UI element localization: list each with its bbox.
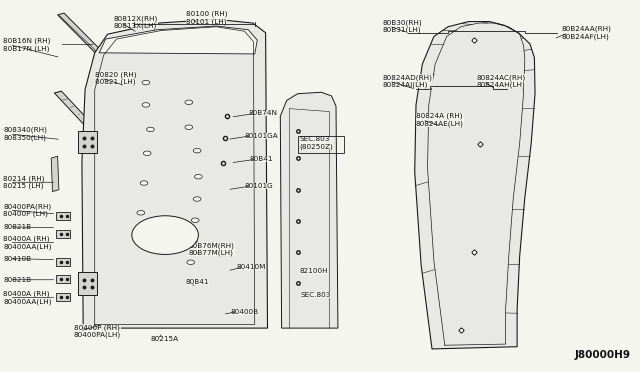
Text: 80400A (RH)
80400AA(LH): 80400A (RH) 80400AA(LH)	[3, 235, 52, 250]
Circle shape	[142, 80, 150, 85]
Bar	[56, 293, 70, 301]
Circle shape	[185, 100, 193, 105]
Text: 80410B: 80410B	[3, 256, 31, 262]
Circle shape	[185, 125, 193, 129]
Circle shape	[132, 216, 198, 254]
Circle shape	[140, 181, 148, 185]
Polygon shape	[58, 13, 112, 63]
Text: 80410M: 80410M	[237, 264, 266, 270]
Text: 80812X(RH)
80813X(LH): 80812X(RH) 80813X(LH)	[114, 15, 158, 29]
Text: 80101G: 80101G	[244, 183, 273, 189]
Text: SEC.803
(80250Z): SEC.803 (80250Z)	[300, 137, 333, 150]
Bar	[78, 272, 97, 295]
Polygon shape	[54, 91, 110, 145]
Text: 80B41: 80B41	[186, 279, 209, 285]
Text: 80821B: 80821B	[3, 224, 31, 230]
Bar	[56, 275, 70, 283]
Bar	[56, 212, 70, 220]
Text: 80824AD(RH)
80824AJ(LH): 80824AD(RH) 80824AJ(LH)	[383, 74, 433, 88]
Text: 80824AC(RH)
80824AH(LH): 80824AC(RH) 80824AH(LH)	[477, 74, 526, 88]
Circle shape	[193, 197, 201, 201]
Text: 80820 (RH)
80821 (LH): 80820 (RH) 80821 (LH)	[95, 71, 136, 85]
Circle shape	[189, 239, 197, 243]
Text: 80101GA: 80101GA	[244, 133, 278, 139]
Text: 80400PA(RH)
80400P (LH): 80400PA(RH) 80400P (LH)	[3, 203, 51, 217]
Text: 80400P (RH)
80400PA(LH): 80400P (RH) 80400PA(LH)	[74, 324, 121, 338]
Polygon shape	[51, 156, 59, 192]
Text: 80B30(RH)
80B31(LH): 80B30(RH) 80B31(LH)	[383, 19, 422, 33]
Text: 80152(RH)
80153(LH): 80152(RH) 80153(LH)	[140, 38, 179, 52]
Bar	[56, 258, 70, 266]
Circle shape	[143, 151, 151, 155]
Text: 80400B: 80400B	[230, 309, 259, 315]
Text: 80B74N: 80B74N	[248, 110, 277, 116]
Text: 82100H: 82100H	[300, 268, 328, 274]
Circle shape	[187, 260, 195, 264]
Polygon shape	[99, 26, 257, 54]
Text: 808340(RH)
808350(LH): 808340(RH) 808350(LH)	[3, 127, 47, 141]
Polygon shape	[82, 19, 268, 328]
Text: 80B76M(RH)
80B77M(LH): 80B76M(RH) 80B77M(LH)	[189, 242, 235, 256]
Bar	[78, 131, 97, 153]
Circle shape	[137, 211, 145, 215]
Text: 80400A (RH)
80400AA(LH): 80400A (RH) 80400AA(LH)	[3, 291, 52, 305]
Text: 80824A (RH)
80824AE(LH): 80824A (RH) 80824AE(LH)	[416, 113, 464, 127]
Text: 80B16N (RH)
80B17N (LH): 80B16N (RH) 80B17N (LH)	[3, 38, 51, 52]
Text: 80215A: 80215A	[150, 336, 179, 342]
Circle shape	[134, 234, 141, 238]
Text: 80100 (RH)
80101 (LH): 80100 (RH) 80101 (LH)	[186, 11, 227, 25]
Text: J80000H9: J80000H9	[575, 350, 630, 360]
Bar	[56, 230, 70, 238]
Circle shape	[142, 103, 150, 107]
Text: 80821B: 80821B	[3, 277, 31, 283]
Polygon shape	[280, 92, 338, 328]
Circle shape	[191, 218, 199, 222]
Text: 80214 (RH)
80215 (LH): 80214 (RH) 80215 (LH)	[3, 175, 45, 189]
Circle shape	[195, 174, 202, 179]
Text: 80B24AA(RH)
80B24AF(LH): 80B24AA(RH) 80B24AF(LH)	[562, 26, 612, 40]
Circle shape	[147, 127, 154, 132]
Circle shape	[193, 148, 201, 153]
Polygon shape	[415, 22, 535, 349]
Text: SEC.803: SEC.803	[301, 292, 331, 298]
Text: 80B41: 80B41	[250, 156, 273, 162]
